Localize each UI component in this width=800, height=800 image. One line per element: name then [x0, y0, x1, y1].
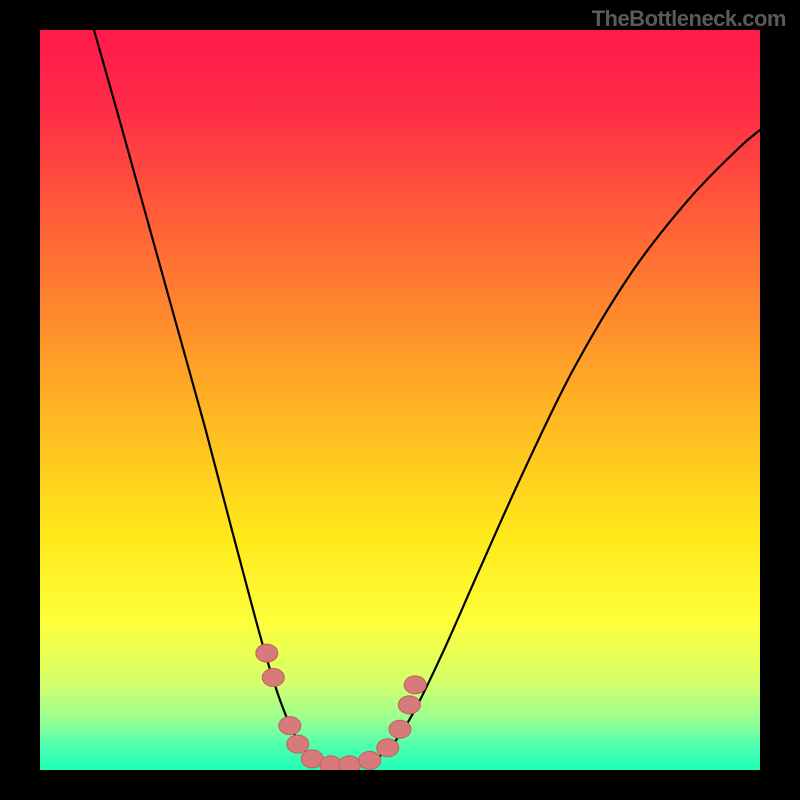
data-marker — [359, 751, 381, 769]
data-marker — [287, 735, 309, 753]
data-marker — [404, 676, 426, 694]
data-marker — [256, 644, 278, 662]
data-markers — [256, 644, 426, 770]
data-marker — [339, 756, 361, 770]
data-marker — [389, 720, 411, 738]
curve-right-branch — [350, 130, 760, 765]
curve-left-branch — [94, 30, 350, 765]
plot-area — [40, 30, 760, 770]
data-marker — [262, 669, 284, 687]
data-marker — [398, 696, 420, 714]
chart-frame: TheBottleneck.com — [0, 0, 800, 800]
data-marker — [279, 717, 301, 735]
watermark-text: TheBottleneck.com — [592, 6, 786, 32]
bottleneck-curve — [40, 30, 760, 770]
data-marker — [377, 739, 399, 757]
